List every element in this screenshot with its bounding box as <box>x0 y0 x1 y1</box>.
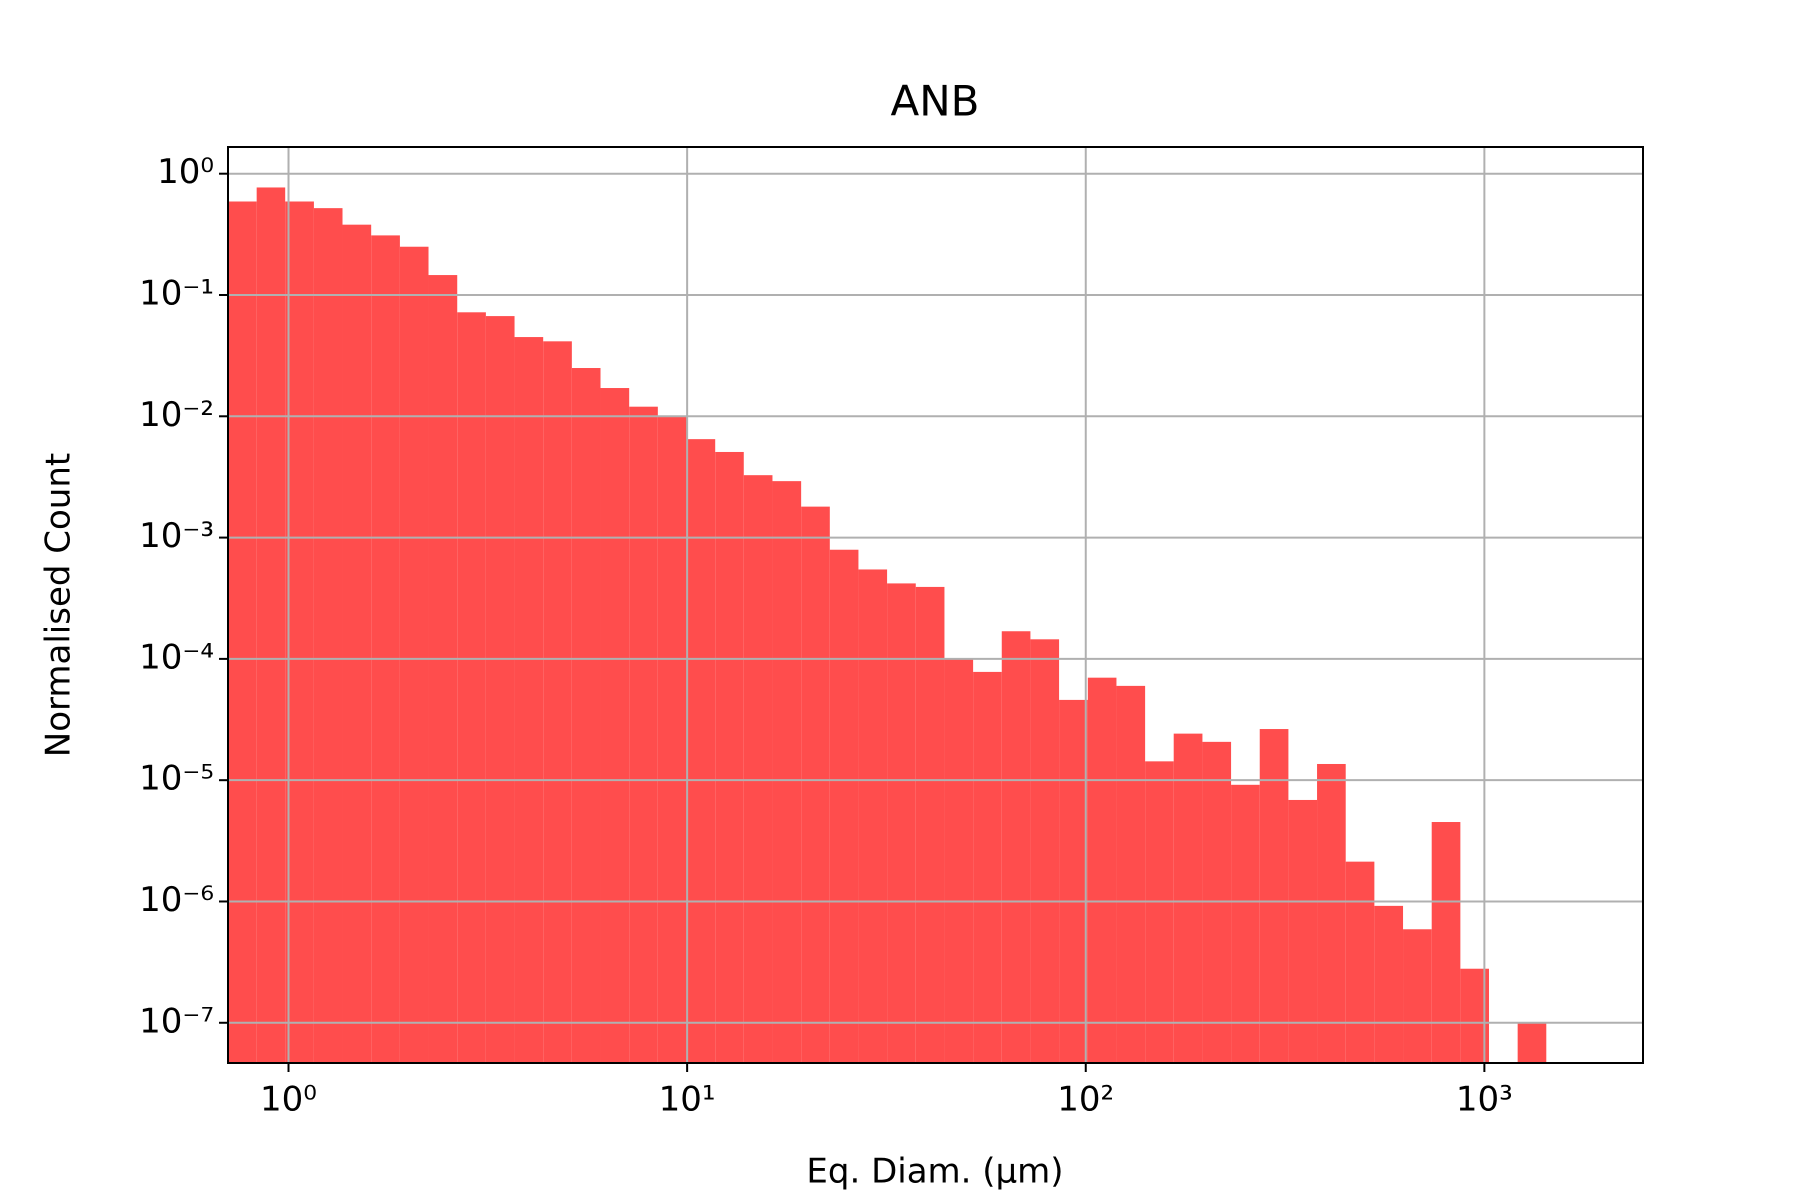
bar <box>228 201 257 1063</box>
bar <box>715 451 744 1063</box>
bar <box>1030 639 1060 1063</box>
bar <box>743 475 773 1063</box>
x-tick-label: 10⁰ <box>260 1080 317 1120</box>
bar <box>1059 699 1088 1063</box>
y-tick-label: 10⁻⁶ <box>139 880 214 920</box>
bar <box>1374 905 1404 1063</box>
x-tick-label: 10³ <box>1456 1080 1513 1120</box>
bar <box>686 439 716 1063</box>
bar <box>1001 631 1031 1063</box>
bar <box>629 406 658 1063</box>
bars <box>228 187 1547 1063</box>
bar <box>1173 733 1203 1063</box>
bar <box>829 549 859 1063</box>
bar <box>1231 784 1260 1063</box>
bar <box>1259 729 1289 1063</box>
bar <box>1317 763 1346 1063</box>
bar <box>1431 822 1461 1063</box>
x-axis-label: Eq. Diam. (μm) <box>806 1152 1063 1192</box>
y-tick-label: 10⁻⁵ <box>139 759 214 799</box>
bar <box>571 368 601 1063</box>
bar <box>256 187 286 1063</box>
bar <box>858 569 888 1063</box>
y-tick-label: 10⁻³ <box>139 516 214 556</box>
y-tick-label: 10⁰ <box>157 152 214 192</box>
bar <box>915 586 945 1063</box>
bar <box>1145 761 1174 1063</box>
plot-frame <box>227 146 1644 1064</box>
x-tick-label: 10¹ <box>659 1080 716 1120</box>
grid <box>228 147 1643 1063</box>
bar <box>399 246 429 1063</box>
bar <box>1288 799 1318 1063</box>
bar <box>772 481 802 1063</box>
bar <box>485 316 515 1063</box>
y-tick-label: 10⁻¹ <box>139 273 214 313</box>
y-axis-label: Normalised Count <box>39 453 79 757</box>
bar <box>428 275 458 1063</box>
bar <box>313 208 343 1063</box>
y-tick-label: 10⁻⁷ <box>139 1001 214 1041</box>
bar <box>600 388 630 1063</box>
bar <box>514 337 544 1063</box>
y-tick-label: 10⁻⁴ <box>139 637 214 677</box>
bar <box>801 506 830 1063</box>
x-tick-label: 10² <box>1057 1080 1114 1120</box>
bar <box>285 201 314 1063</box>
bar <box>887 583 916 1063</box>
bar <box>371 235 400 1063</box>
bar <box>1345 861 1375 1063</box>
y-tick-label: 10⁻² <box>139 395 214 435</box>
bar <box>342 224 372 1063</box>
bar <box>973 671 1002 1063</box>
bar <box>543 341 572 1063</box>
bar <box>1517 1023 1547 1063</box>
bar <box>1087 677 1117 1063</box>
bar <box>657 415 687 1063</box>
bar <box>1116 685 1146 1063</box>
bar <box>944 659 974 1063</box>
chart-title: ANB <box>891 77 980 126</box>
bar <box>457 312 486 1063</box>
bar <box>1403 929 1432 1063</box>
